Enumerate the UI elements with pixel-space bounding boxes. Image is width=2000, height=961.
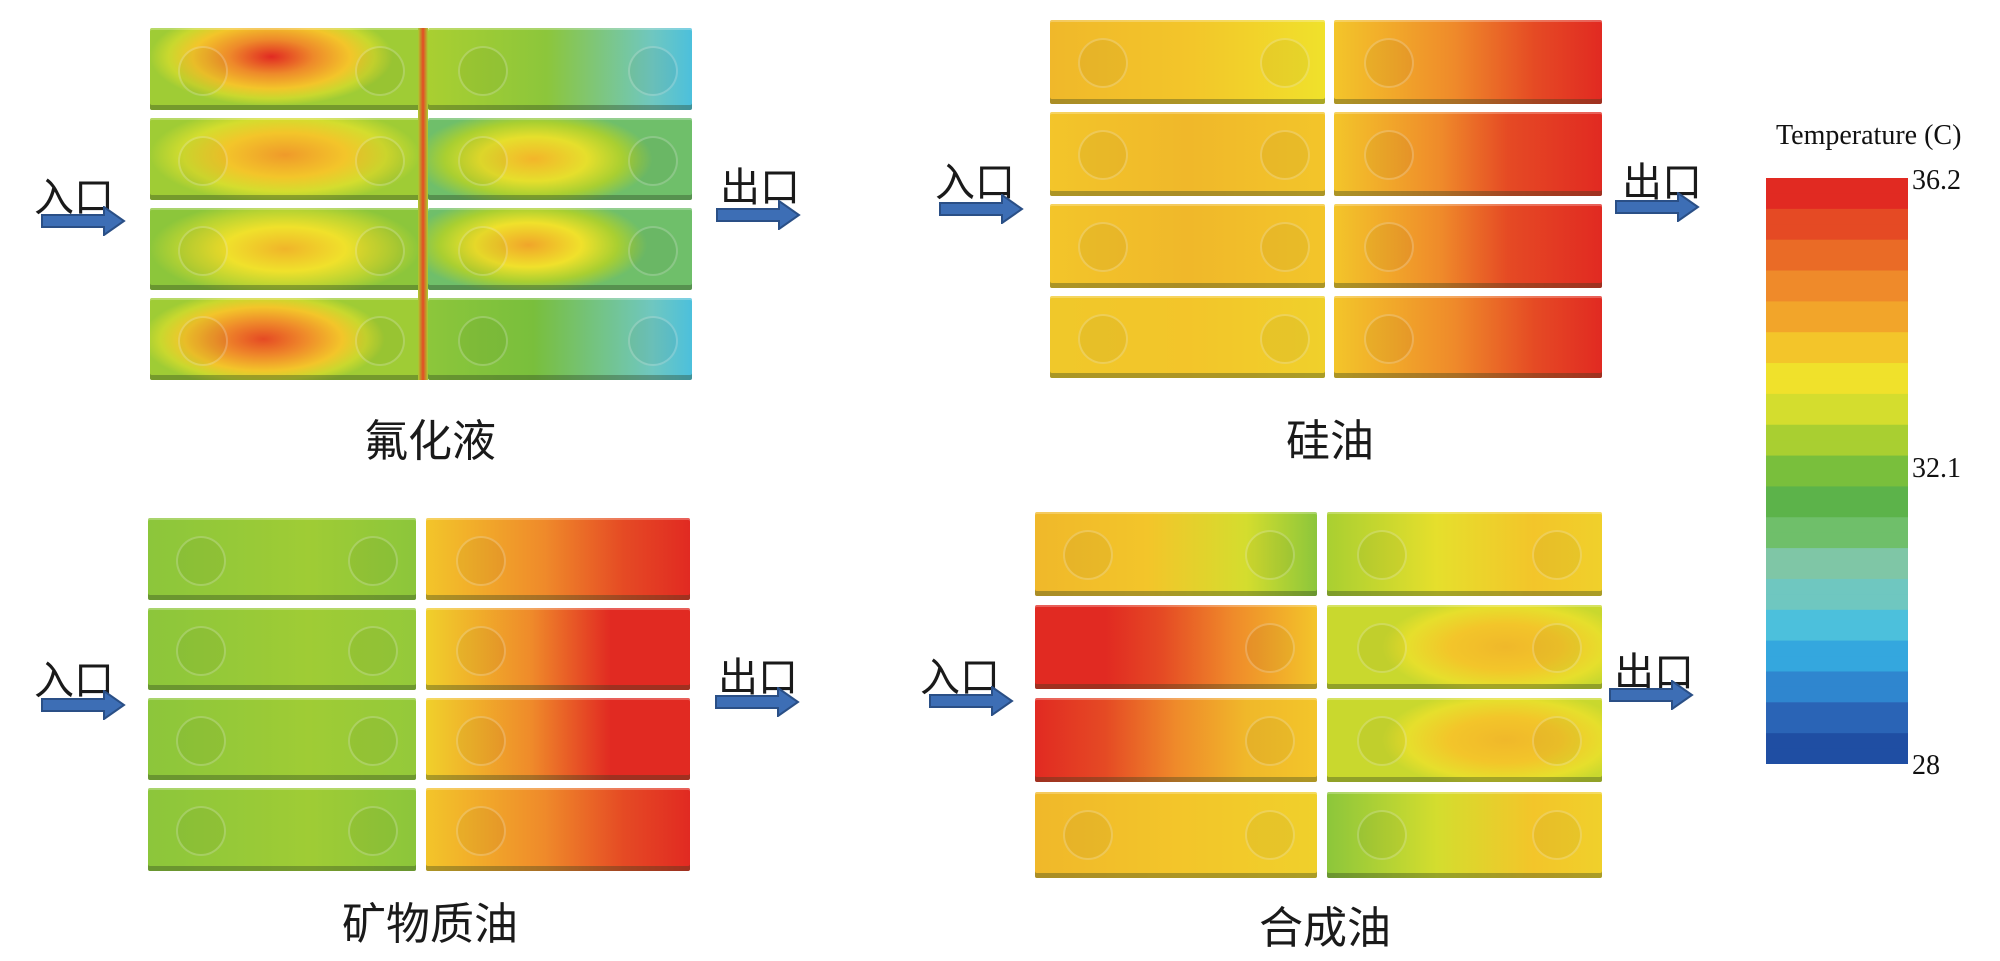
- legend-mid-label: 32.1: [1912, 453, 1961, 484]
- colorbar-band: [1766, 255, 1908, 272]
- legend-title: Temperature (C): [1776, 120, 1962, 151]
- battery-cell: [428, 298, 692, 380]
- battery-cell: [1050, 296, 1325, 378]
- colorbar-band: [1766, 193, 1908, 210]
- panel-caption: 合成油: [1259, 903, 1391, 954]
- battery-cell: [1050, 112, 1325, 196]
- inlet-label: 入口: [34, 175, 114, 221]
- battery-pack-heatmap: [148, 518, 690, 871]
- battery-cell: [1035, 512, 1317, 596]
- battery-cell: [148, 788, 416, 871]
- colorbar-band: [1766, 347, 1908, 364]
- right-arrow-icon: [1615, 192, 1700, 222]
- colorbar-band: [1766, 625, 1908, 642]
- right-arrow-icon: [716, 200, 801, 230]
- colorbar-band: [1766, 301, 1908, 318]
- colorbar-band: [1766, 332, 1908, 349]
- colorbar-band: [1766, 455, 1908, 472]
- right-arrow-icon: [715, 687, 800, 717]
- colorbar-band: [1766, 424, 1908, 441]
- colorbar-band: [1766, 239, 1908, 256]
- colorbar-band: [1766, 578, 1908, 595]
- battery-cell: [1327, 605, 1602, 689]
- colorbar-band: [1766, 393, 1908, 410]
- battery-cell: [426, 608, 690, 690]
- colorbar-band: [1766, 548, 1908, 565]
- colorbar-band: [1766, 486, 1908, 503]
- colorbar-band: [1766, 440, 1908, 457]
- battery-cell: [150, 28, 420, 110]
- battery-cell: [150, 208, 420, 290]
- battery-cell: [1327, 698, 1602, 782]
- battery-cell: [1035, 792, 1317, 878]
- right-arrow-icon: [939, 194, 1024, 224]
- colorbar-band: [1766, 686, 1908, 703]
- battery-pack-heatmap: [150, 28, 692, 380]
- battery-cell: [1050, 204, 1325, 288]
- battery-cell: [148, 698, 416, 780]
- battery-cell: [1327, 512, 1602, 596]
- right-arrow-icon: [41, 206, 126, 236]
- colorbar-band: [1766, 178, 1908, 195]
- colorbar-band: [1766, 501, 1908, 518]
- colorbar-band: [1766, 208, 1908, 225]
- battery-cell: [1327, 792, 1602, 878]
- panel-caption: 氟化液: [364, 416, 496, 467]
- colorbar-band: [1766, 316, 1908, 333]
- colorbar-band: [1766, 733, 1908, 750]
- colorbar-band: [1766, 285, 1908, 302]
- colorbar-band: [1766, 409, 1908, 426]
- battery-cell: [1334, 112, 1602, 196]
- outlet-label: 出口: [720, 165, 800, 211]
- battery-cell: [1035, 698, 1317, 782]
- colorbar-band: [1766, 594, 1908, 611]
- battery-pack-heatmap: [1035, 512, 1602, 878]
- colorbar-band: [1766, 517, 1908, 534]
- outlet-label: 出口: [1622, 160, 1702, 206]
- panel-caption: 硅油: [1286, 416, 1374, 467]
- battery-cell: [148, 608, 416, 690]
- battery-cell: [428, 28, 692, 110]
- right-arrow-icon: [1609, 680, 1694, 710]
- colorbar-band: [1766, 363, 1908, 380]
- battery-cell: [1334, 204, 1602, 288]
- right-arrow-icon: [41, 690, 126, 720]
- temperature-colorbar: [1766, 178, 1908, 764]
- battery-cell: [150, 298, 420, 380]
- battery-cell: [426, 698, 690, 780]
- legend-max-label: 36.2: [1912, 165, 1961, 196]
- colorbar-band: [1766, 563, 1908, 580]
- interstitial-hot-strip: [418, 28, 428, 380]
- inlet-label: 入口: [920, 655, 1000, 701]
- colorbar-band: [1766, 702, 1908, 719]
- colorbar-band: [1766, 471, 1908, 488]
- colorbar-band: [1766, 748, 1908, 764]
- colorbar-band: [1766, 671, 1908, 688]
- battery-cell: [1334, 20, 1602, 104]
- battery-cell: [428, 208, 692, 290]
- battery-cell: [426, 788, 690, 871]
- battery-pack-heatmap: [1050, 20, 1602, 378]
- colorbar-band: [1766, 270, 1908, 287]
- battery-cell: [428, 118, 692, 200]
- battery-cell: [1050, 20, 1325, 104]
- battery-cell: [150, 118, 420, 200]
- colorbar-band: [1766, 378, 1908, 395]
- battery-cell: [148, 518, 416, 600]
- panel-caption: 矿物质油: [342, 899, 518, 950]
- colorbar-band: [1766, 640, 1908, 657]
- colorbar-band: [1766, 717, 1908, 734]
- colorbar-band: [1766, 656, 1908, 673]
- colorbar-band: [1766, 224, 1908, 241]
- legend-min-label: 28: [1912, 750, 1940, 781]
- inlet-label: 入口: [34, 658, 114, 704]
- colorbar-band: [1766, 609, 1908, 626]
- battery-cell: [1035, 605, 1317, 689]
- right-arrow-icon: [929, 686, 1014, 716]
- battery-cell: [1334, 296, 1602, 378]
- colorbar-band: [1766, 532, 1908, 549]
- battery-cell: [426, 518, 690, 600]
